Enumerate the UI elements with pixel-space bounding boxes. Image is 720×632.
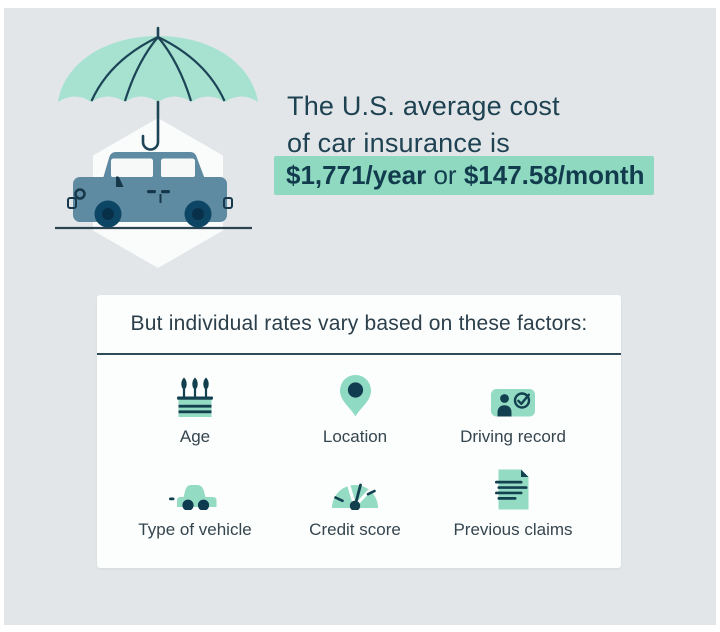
infographic-canvas: The U.S. average cost of car insurance i… xyxy=(4,8,716,625)
factor-label: Driving record xyxy=(460,427,566,446)
car-illustration xyxy=(67,152,233,228)
cost-highlight: $1,771/year or $147.58/month xyxy=(274,156,655,195)
annual-cost: $1,771/year xyxy=(286,160,427,190)
factor-credit-score: Credit score xyxy=(267,462,443,540)
divider-line xyxy=(97,353,621,355)
factor-label: Age xyxy=(179,427,211,446)
factor-location: Location xyxy=(267,369,443,447)
factor-previous-claims: Previous claims xyxy=(425,462,601,540)
document-icon xyxy=(495,469,529,510)
headline-line-2: of car insurance is xyxy=(287,128,510,158)
gauge-icon xyxy=(332,483,378,510)
headline-line-1: The U.S. average cost xyxy=(287,91,560,121)
factors-card: But individual rates vary based on these… xyxy=(97,295,621,568)
car-icon xyxy=(169,485,217,510)
map-pin-icon xyxy=(339,375,371,417)
connector-text: or xyxy=(426,160,464,190)
car-under-umbrella-illustration xyxy=(55,26,258,268)
factor-label: Previous claims xyxy=(453,520,573,539)
driver-check-icon xyxy=(491,389,535,417)
monthly-cost: $147.58/month xyxy=(463,160,645,190)
factors-card-title: But individual rates vary based on these… xyxy=(130,312,588,335)
umbrella-icon xyxy=(58,26,258,151)
factor-type-of-vehicle: Type of vehicle xyxy=(107,462,283,540)
factor-age: Age xyxy=(107,369,283,447)
factor-label: Location xyxy=(322,427,388,446)
factor-label: Type of vehicle xyxy=(138,520,252,539)
factor-label: Credit score xyxy=(309,520,401,539)
factor-driving-record: Driving record xyxy=(425,369,601,447)
birthday-cake-icon xyxy=(177,377,213,417)
